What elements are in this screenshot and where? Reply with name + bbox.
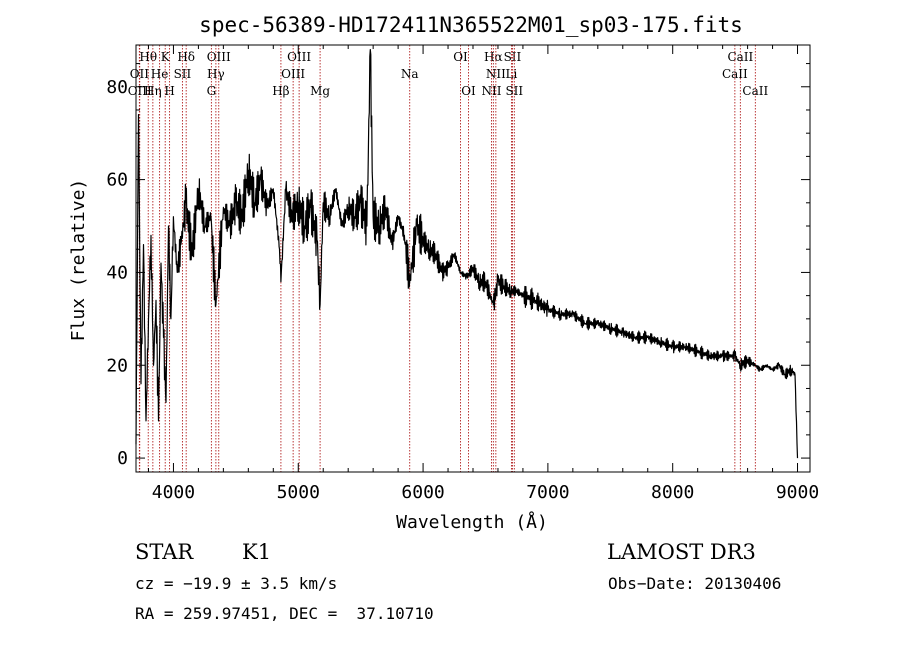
y-tick-label: 20 <box>106 355 128 376</box>
spectral-line-label: CaII <box>722 67 748 81</box>
y-tick-label: 80 <box>106 77 128 98</box>
spectral-line-label: NII <box>486 67 506 81</box>
coordinates: RA = 259.97451, DEC = 37.10710 <box>135 604 434 623</box>
spectral-line-label: SII <box>504 50 522 64</box>
spectral-line-label: NII <box>481 84 501 98</box>
plot-frame <box>135 44 811 473</box>
x-tick-label: 8000 <box>651 482 694 503</box>
y-axis-label: Flux (relative) <box>68 179 89 342</box>
spectral-line-label: Hβ <box>272 84 289 98</box>
spectral-line-label: H <box>164 84 174 98</box>
x-axis-label: Wavelength (Å) <box>396 511 548 533</box>
spectral-line-label: Hδ <box>177 50 195 64</box>
spectral-line-label: OIII <box>281 67 305 81</box>
x-tick-label: 6000 <box>401 482 444 503</box>
spectral-line-label: OIII <box>287 50 311 64</box>
spectral-line-label: G <box>207 84 217 98</box>
spectral-line-label: OI <box>453 50 468 64</box>
observation-date: Obs−Date: 20130406 <box>608 574 782 593</box>
spectral-line-label: OI <box>461 84 476 98</box>
spectral-line-label: Hθ <box>139 50 157 64</box>
y-tick-label: 0 <box>117 448 128 469</box>
spectral-line-label: Hγ <box>207 67 225 81</box>
x-tick-label: 4000 <box>152 482 195 503</box>
spectral-line-label: OIII <box>207 50 231 64</box>
redshift-velocity: cz = −19.9 ± 3.5 km/s <box>135 574 338 593</box>
y-axis-ticks: 0 20 40 60 80 <box>106 63 810 469</box>
y-tick-label: 40 <box>106 262 128 283</box>
spectral-line-label: OII <box>130 67 150 81</box>
spectrum-line <box>135 49 799 459</box>
object-class: STAR <box>135 540 194 564</box>
spectral-line-label: SII <box>505 84 523 98</box>
spectral-line-label: SII <box>174 67 192 81</box>
spectral-line-label: Hη <box>144 84 162 98</box>
spectral-line-label: Na <box>401 67 419 81</box>
spectral-line-label: Li <box>506 67 518 81</box>
survey-name: LAMOST DR3 <box>607 540 756 564</box>
spectral-line-label: CaII <box>727 50 753 64</box>
spectral-line-label: K <box>161 50 171 64</box>
spectral-line-label: OIII <box>128 84 152 98</box>
spectral-line-label: CaII <box>742 84 768 98</box>
spectral-line-label: Hα <box>484 50 503 64</box>
x-axis-ticks: 4000 5000 6000 7000 8000 9000 <box>147 45 819 503</box>
x-tick-label: 7000 <box>526 482 569 503</box>
x-tick-label: 9000 <box>776 482 819 503</box>
x-tick-label: 5000 <box>277 482 320 503</box>
spectral-line-label: Mg <box>310 84 330 98</box>
y-tick-label: 60 <box>106 170 128 191</box>
object-subclass: K1 <box>242 540 272 564</box>
chart-title: spec-56389-HD172411N365522M01_sp03-175.f… <box>199 13 743 37</box>
spectral-line-label: He <box>151 67 169 81</box>
